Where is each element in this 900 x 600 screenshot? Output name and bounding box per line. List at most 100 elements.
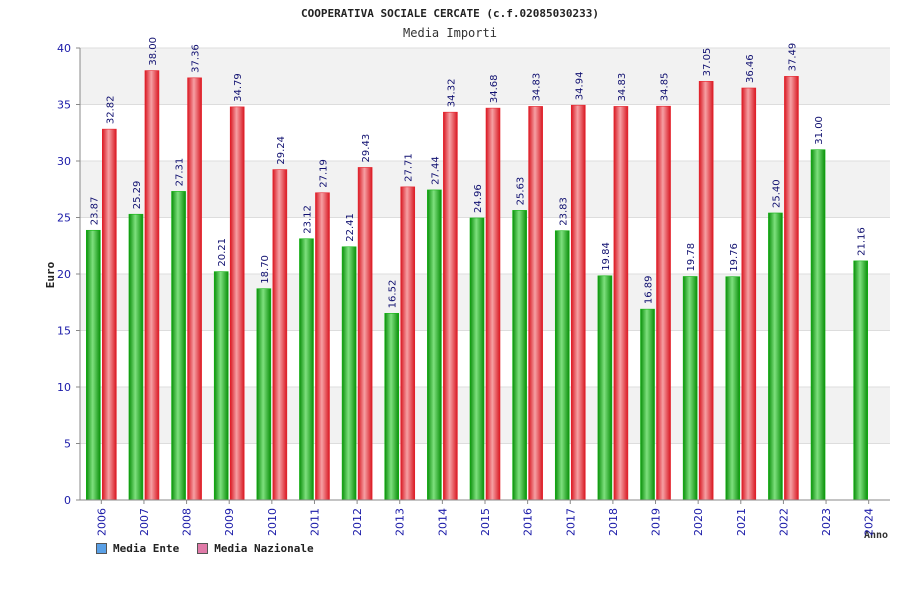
bar-media-ente	[384, 313, 400, 501]
value-label: 16.89	[644, 276, 655, 305]
value-label: 16.52	[388, 280, 399, 309]
value-label: 27.71	[404, 153, 415, 182]
value-label: 34.85	[660, 73, 671, 102]
x-tick-label: 2013	[394, 508, 407, 536]
bar-media-ente	[853, 260, 868, 501]
value-label: 34.94	[574, 72, 585, 101]
bar-media-ente	[299, 238, 314, 501]
bar-media-ente	[554, 230, 570, 501]
legend-label-media-ente: Media Ente	[113, 542, 180, 555]
value-label: 31.00	[814, 116, 825, 145]
bar-media-ente	[512, 210, 527, 501]
value-label: 19.84	[601, 242, 612, 271]
bar-media-nazionale	[315, 192, 330, 501]
x-tick-label: 2008	[181, 508, 194, 536]
legend: Media Ente Media Nazionale	[96, 542, 314, 555]
value-label: 21.16	[857, 227, 868, 256]
bar-media-nazionale	[570, 104, 586, 501]
y-tick-label: 20	[57, 268, 71, 281]
value-label: 29.24	[276, 136, 287, 165]
value-label: 24.96	[473, 184, 484, 213]
y-axis-label: Euro	[44, 261, 57, 288]
bar-media-ente	[640, 308, 655, 501]
bar-media-ente	[128, 213, 144, 501]
x-tick-label: 2007	[138, 508, 151, 536]
bar-media-nazionale	[485, 107, 501, 501]
bar-media-nazionale	[613, 106, 629, 501]
bar-media-ente	[682, 276, 698, 501]
value-label: 23.83	[558, 197, 569, 226]
x-tick-label: 2009	[223, 508, 236, 536]
bar-media-ente	[597, 275, 613, 501]
legend-item-media-nazionale: Media Nazionale	[197, 542, 314, 555]
legend-swatch-media-ente	[96, 543, 107, 554]
x-tick-label: 2022	[777, 508, 790, 536]
x-axis-label: Anno	[864, 530, 888, 541]
value-label: 38.00	[148, 37, 159, 66]
value-label: 20.21	[217, 238, 228, 267]
bar-media-nazionale	[102, 128, 117, 501]
value-label: 23.12	[302, 205, 313, 234]
y-axis-ticks: 0 5 10 15 20 25 30 35 40	[57, 42, 71, 507]
value-label: 22.41	[345, 213, 356, 242]
x-tick-label: 2019	[650, 508, 663, 536]
chart-title: COOPERATIVA SOCIALE CERCATE (c.f.0208503…	[301, 7, 599, 20]
y-tick-label: 10	[57, 381, 71, 394]
value-label: 27.31	[175, 158, 186, 187]
x-tick-label: 2012	[351, 508, 364, 536]
value-label: 27.44	[430, 156, 441, 185]
value-label: 37.49	[787, 43, 798, 72]
value-labels: 23.87 32.82 25.29 38.00 27.31 37.36 20.21 34.79…	[89, 37, 867, 308]
value-label: 37.36	[191, 44, 202, 73]
y-tick-label: 15	[57, 325, 71, 338]
value-label: 34.79	[233, 73, 244, 102]
x-axis-categories: 2006 2007 2008 2009 2010 2011 2012 2013 2014 2015…	[95, 508, 875, 536]
x-tick-label: 2020	[692, 508, 705, 536]
value-label: 25.40	[771, 179, 782, 208]
x-tick-label: 2006	[95, 508, 108, 536]
x-tick-label: 2010	[266, 508, 279, 536]
bar-media-nazionale	[741, 87, 757, 501]
legend-item-media-ente: Media Ente	[96, 542, 179, 555]
value-label: 34.32	[446, 79, 457, 108]
bar-media-ente	[86, 229, 101, 501]
x-tick-label: 2018	[607, 508, 620, 536]
value-label: 25.29	[132, 181, 143, 210]
bar-media-nazionale	[272, 169, 288, 501]
bar-media-ente	[213, 271, 229, 501]
value-label: 36.46	[745, 54, 756, 83]
bar-media-nazionale	[528, 106, 543, 501]
value-label: 19.78	[686, 243, 697, 272]
x-tick-label: 2014	[436, 508, 449, 536]
bar-media-nazionale	[656, 105, 671, 501]
value-label: 37.05	[702, 48, 713, 77]
x-tick-label: 2015	[479, 508, 492, 536]
bar-media-ente	[427, 189, 442, 501]
y-tick-label: 5	[64, 438, 71, 451]
bar-media-ente	[171, 191, 186, 501]
value-label: 34.68	[489, 74, 500, 103]
bar-media-nazionale	[144, 70, 160, 501]
bar-media-nazionale	[698, 81, 714, 501]
bar-media-ente	[469, 217, 485, 501]
bar-media-nazionale	[229, 106, 245, 501]
bar-media-nazionale	[784, 76, 799, 501]
x-tick-label: 2023	[820, 508, 833, 536]
value-label: 25.63	[516, 177, 527, 206]
y-tick-label: 30	[57, 155, 71, 168]
bar-media-nazionale	[443, 111, 458, 501]
x-tick-label: 2011	[308, 508, 321, 536]
value-label: 34.83	[532, 73, 543, 102]
chart-subtitle: Media Importi	[403, 26, 497, 40]
legend-label-media-nazionale: Media Nazionale	[214, 542, 314, 555]
bar-media-nazionale	[400, 186, 416, 501]
bar-media-ente	[256, 288, 272, 501]
bar-media-ente	[810, 149, 826, 501]
x-tick-label: 2024	[863, 508, 876, 536]
x-tick-label: 2021	[735, 508, 748, 536]
bars	[86, 70, 868, 501]
axes	[79, 48, 890, 504]
value-label: 29.43	[361, 134, 372, 163]
bar-media-ente	[341, 246, 357, 501]
